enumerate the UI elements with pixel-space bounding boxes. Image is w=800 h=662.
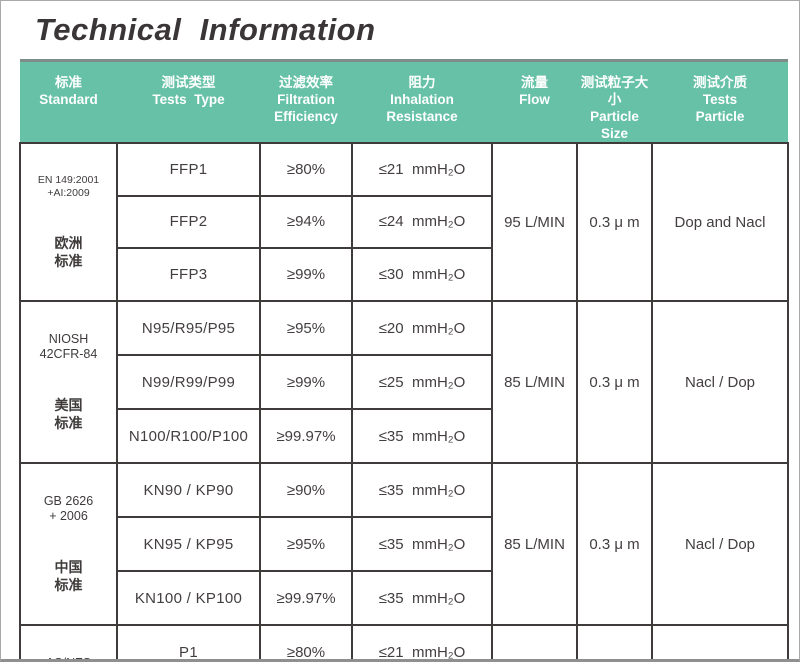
col-header-flow: 流量 Flow bbox=[492, 59, 577, 143]
resistance-cell: ≤21 mmH₂O bbox=[351, 142, 493, 197]
particle-size-cell: 0.3 μ m bbox=[576, 300, 653, 464]
test-type-cell: FFP3 bbox=[116, 247, 261, 302]
table-row: KN100 / KP100 ≥99.97% ≤35 mmH₂O bbox=[20, 570, 788, 626]
col-header-standard: 标准 Standard bbox=[20, 59, 117, 143]
col-header-particle-size: 测试粒子大小 Particle Size bbox=[577, 59, 652, 143]
table-row: FFP3 ≥99% ≤30 mmH₂O bbox=[20, 247, 788, 302]
col-header-inhalation-resistance: 阻力 Inhalation Resistance bbox=[352, 59, 492, 143]
table-row: GB 2626 + 2006 中国 标准 KN90 / KP90 ≥90% ≤3… bbox=[19, 462, 789, 626]
page-title: Technical Information bbox=[35, 12, 376, 47]
resistance-cell: ≤35 mmH₂O bbox=[351, 408, 493, 464]
standard-name-zh: 中国 标准 bbox=[54, 559, 83, 593]
table-row: AS/NZS 1716 澳大利 亚标准 P1 ≥80% ≤21 mmH₂O 95… bbox=[19, 624, 789, 659]
table-row: KN95 / KP95 ≥95% ≤35 mmH₂O bbox=[20, 516, 788, 572]
test-type-cell: KN100 / KP100 bbox=[116, 570, 261, 626]
test-type-cell: KN95 / KP95 bbox=[116, 516, 261, 572]
standard-code: AS/NZS 1716 bbox=[23, 656, 114, 659]
test-type-cell: FFP2 bbox=[116, 194, 261, 250]
flow-cell: 95 L/MIN bbox=[491, 624, 578, 659]
standard-code: GB 2626 + 2006 bbox=[43, 494, 94, 523]
flow-cell: 85 L/MIN bbox=[491, 462, 578, 626]
test-type-cell: FFP1 bbox=[116, 142, 261, 197]
table-row: NIOSH 42CFR-84 美国 标准 N95/R95/P95 ≥95% ≤2… bbox=[19, 300, 789, 464]
flow-cell: 85 L/MIN bbox=[491, 300, 578, 464]
table-row: FFP2 ≥94% ≤24 mmH₂O bbox=[20, 194, 788, 250]
table-header-row: 标准 Standard 测试类型 Tests Type 过滤效率 Filtrat… bbox=[20, 59, 788, 143]
resistance-cell: ≤25 mmH₂O bbox=[351, 354, 493, 410]
resistance-cell: ≤35 mmH₂O bbox=[351, 516, 493, 572]
table-row: EN 149:2001 +AI:2009 欧洲 标准 FFP1 ≥80% ≤21… bbox=[19, 142, 789, 302]
efficiency-cell: ≥95% bbox=[259, 516, 353, 572]
standard-name-zh: 欧洲 标准 bbox=[54, 235, 83, 269]
efficiency-cell: ≥99.97% bbox=[259, 570, 353, 626]
col-header-tests-particle: 测试介质 Tests Particle bbox=[652, 59, 788, 143]
particle-size-cell: 0.3 μ m bbox=[576, 462, 653, 626]
standard-cell-gb2626: GB 2626 + 2006 中国 标准 bbox=[19, 462, 118, 626]
test-type-cell: N99/R99/P99 bbox=[116, 354, 261, 410]
tests-particle-cell: Dop and Nacl bbox=[651, 142, 789, 302]
resistance-cell: ≤35 mmH₂O bbox=[351, 462, 493, 518]
standard-cell-niosh: NIOSH 42CFR-84 美国 标准 bbox=[19, 300, 118, 464]
efficiency-cell: ≥94% bbox=[259, 194, 353, 250]
efficiency-cell: ≥99% bbox=[259, 354, 353, 410]
tests-particle-cell: Dop and Nacl bbox=[651, 624, 789, 659]
tests-particle-cell: Nacl / Dop bbox=[651, 300, 789, 464]
efficiency-cell: ≥99% bbox=[259, 247, 353, 302]
particle-size-cell: 0.3 μ m bbox=[576, 624, 653, 659]
standard-cell-en149: EN 149:2001 +AI:2009 欧洲 标准 bbox=[19, 142, 118, 302]
resistance-cell: ≤21 mmH₂O bbox=[351, 624, 493, 659]
flow-cell: 95 L/MIN bbox=[491, 142, 578, 302]
efficiency-cell: ≥90% bbox=[259, 462, 353, 518]
test-type-cell: N95/R95/P95 bbox=[116, 300, 261, 356]
standard-name-zh: 美国 标准 bbox=[54, 397, 83, 431]
test-type-cell: KN90 / KP90 bbox=[116, 462, 261, 518]
test-type-cell: N100/R100/P100 bbox=[116, 408, 261, 464]
table-row: N100/R100/P100 ≥99.97% ≤35 mmH₂O bbox=[20, 408, 788, 464]
resistance-cell: ≤30 mmH₂O bbox=[351, 247, 493, 302]
tests-particle-cell: Nacl / Dop bbox=[651, 462, 789, 626]
standard-cell-asnzs: AS/NZS 1716 澳大利 亚标准 bbox=[19, 624, 118, 659]
efficiency-cell: ≥80% bbox=[259, 142, 353, 197]
col-header-filtration-efficiency: 过滤效率 Filtration Efficiency bbox=[260, 59, 352, 143]
efficiency-cell: ≥95% bbox=[259, 300, 353, 356]
resistance-cell: ≤20 mmH₂O bbox=[351, 300, 493, 356]
standard-code: NIOSH 42CFR-84 bbox=[39, 332, 98, 361]
table-row: N99/R99/P99 ≥99% ≤25 mmH₂O bbox=[20, 354, 788, 410]
efficiency-cell: ≥80% bbox=[259, 624, 353, 659]
resistance-cell: ≤35 mmH₂O bbox=[351, 570, 493, 626]
efficiency-cell: ≥99.97% bbox=[259, 408, 353, 464]
technical-info-table: 标准 Standard 测试类型 Tests Type 过滤效率 Filtrat… bbox=[19, 59, 789, 659]
particle-size-cell: 0.3 μ m bbox=[576, 142, 653, 302]
test-type-cell: P1 bbox=[116, 624, 261, 659]
resistance-cell: ≤24 mmH₂O bbox=[351, 194, 493, 250]
standard-code: EN 149:2001 +AI:2009 bbox=[37, 174, 100, 199]
col-header-tests-type: 测试类型 Tests Type bbox=[117, 59, 260, 143]
